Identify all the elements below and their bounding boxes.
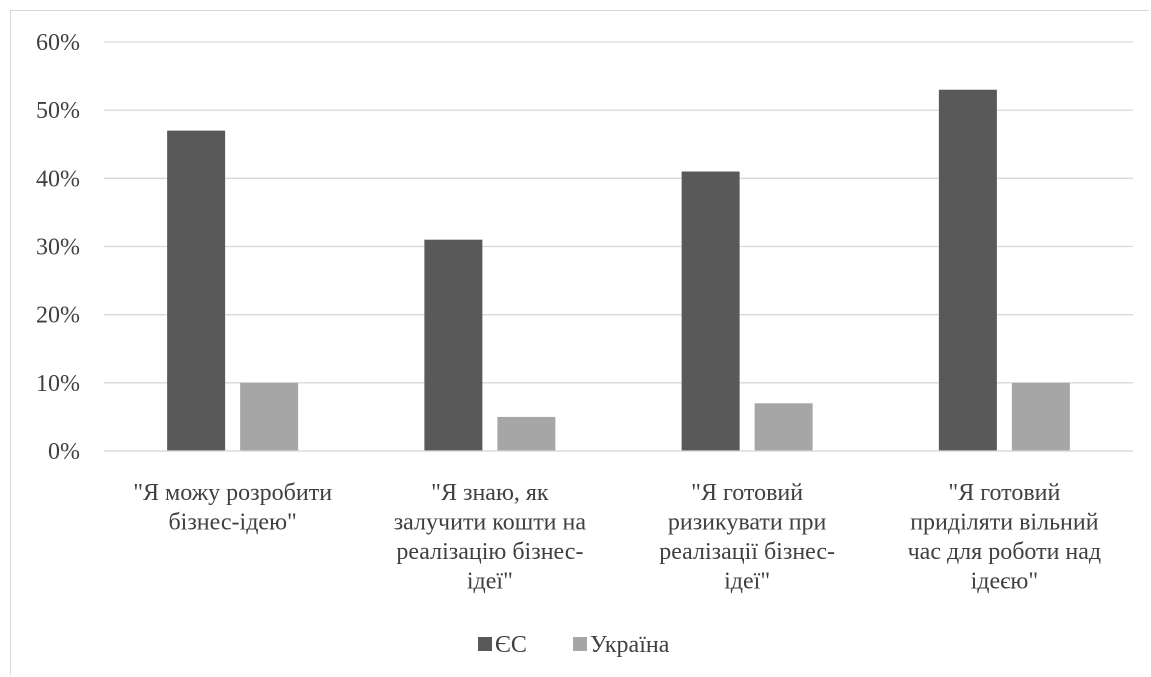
y-tick-label: 0% xyxy=(48,439,80,465)
x-category-label: "Я готовий ризикувати при реалізації бізне… xyxy=(659,480,835,595)
bar-eu xyxy=(167,130,226,451)
y-tick-label: 50% xyxy=(36,98,80,124)
bar-ukraine xyxy=(240,382,299,451)
bar-eu xyxy=(681,171,740,451)
legend: ЄС Україна xyxy=(478,632,670,658)
x-category-label: "Я готовий приділяти вільний час для робот… xyxy=(908,480,1102,595)
legend-swatch xyxy=(478,637,492,651)
chart-frame xyxy=(10,10,1149,675)
bar-ukraine xyxy=(497,416,556,451)
y-tick-label: 60% xyxy=(36,30,80,56)
y-tick-label: 20% xyxy=(36,303,80,329)
x-axis: "Я можу розробити бізнес-ідею" "Я знаю, як… xyxy=(104,450,1133,595)
bar-ukraine xyxy=(754,403,813,451)
bar-eu xyxy=(424,239,483,451)
bar-ukraine xyxy=(1011,382,1070,451)
bar-eu xyxy=(938,89,997,451)
bars xyxy=(167,89,1070,451)
y-tick-label: 30% xyxy=(36,235,80,261)
y-tick-label: 40% xyxy=(36,166,80,192)
x-category-label: "Я можу розробити бізнес-ідею" xyxy=(133,480,332,536)
legend-label: Україна xyxy=(590,632,670,658)
x-category-label: "Я знаю, як залучити кошти на реалізацію б… xyxy=(394,480,587,595)
legend-swatch xyxy=(573,637,587,651)
legend-label: ЄС xyxy=(495,632,527,658)
y-axis: 0% 10% 20% 30% 40% 50% 60% xyxy=(36,30,80,465)
y-tick-label: 10% xyxy=(36,371,80,397)
